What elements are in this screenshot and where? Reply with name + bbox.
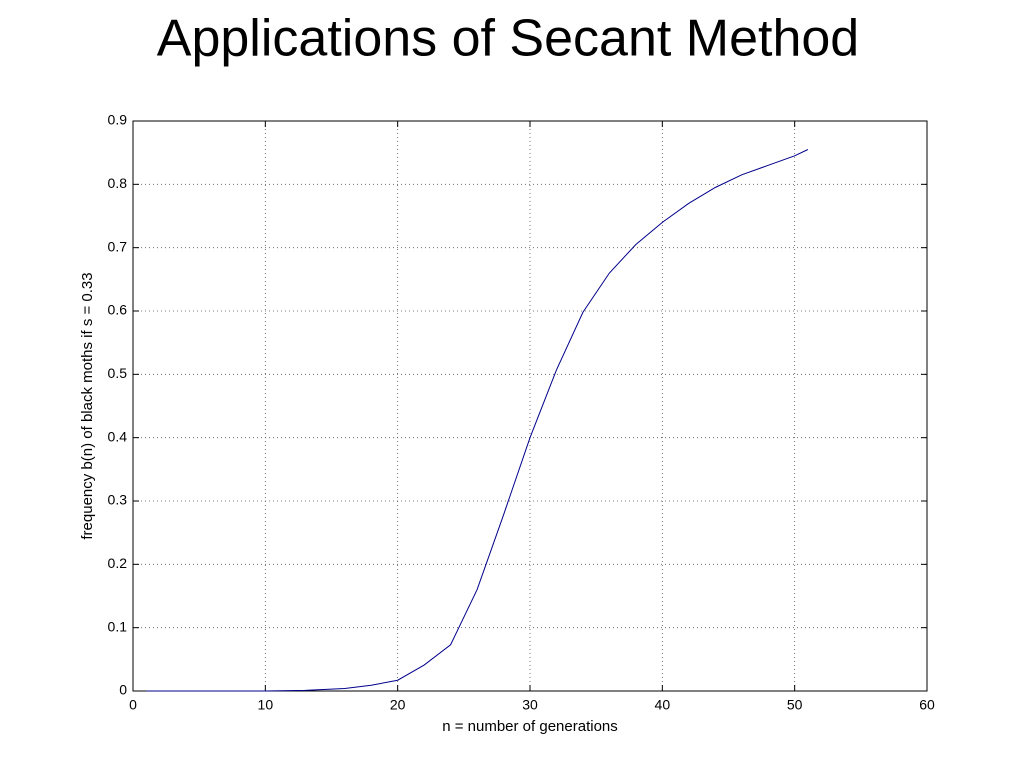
y-tick-label: 0	[119, 682, 127, 698]
x-tick-label: 20	[390, 697, 406, 713]
x-tick-label: 10	[258, 697, 274, 713]
y-tick-label: 0.3	[108, 492, 128, 508]
x-tick-label: 40	[655, 697, 671, 713]
chart-title: Applications of Secant Method	[157, 10, 859, 68]
x-tick-label: 30	[522, 697, 538, 713]
y-axis-label: frequency b(n) of black moths if s = 0.3…	[79, 272, 96, 539]
data-line	[146, 149, 809, 692]
x-tick-label: 50	[787, 697, 803, 713]
y-tick-label: 0.7	[108, 238, 128, 254]
y-tick-label: 0.6	[108, 302, 128, 318]
y-tick-label: 0.1	[108, 618, 128, 634]
y-tick-label: 0.4	[108, 428, 128, 444]
x-axis-label: n = number of generations	[442, 718, 618, 735]
y-tick-label: 0.2	[108, 555, 128, 571]
y-tick-label: 0.5	[108, 365, 128, 381]
x-tick-label: 60	[919, 697, 935, 713]
x-tick-label: 0	[129, 697, 137, 713]
y-tick-label: 0.8	[108, 175, 128, 191]
y-tick-label: 0.9	[108, 112, 128, 128]
